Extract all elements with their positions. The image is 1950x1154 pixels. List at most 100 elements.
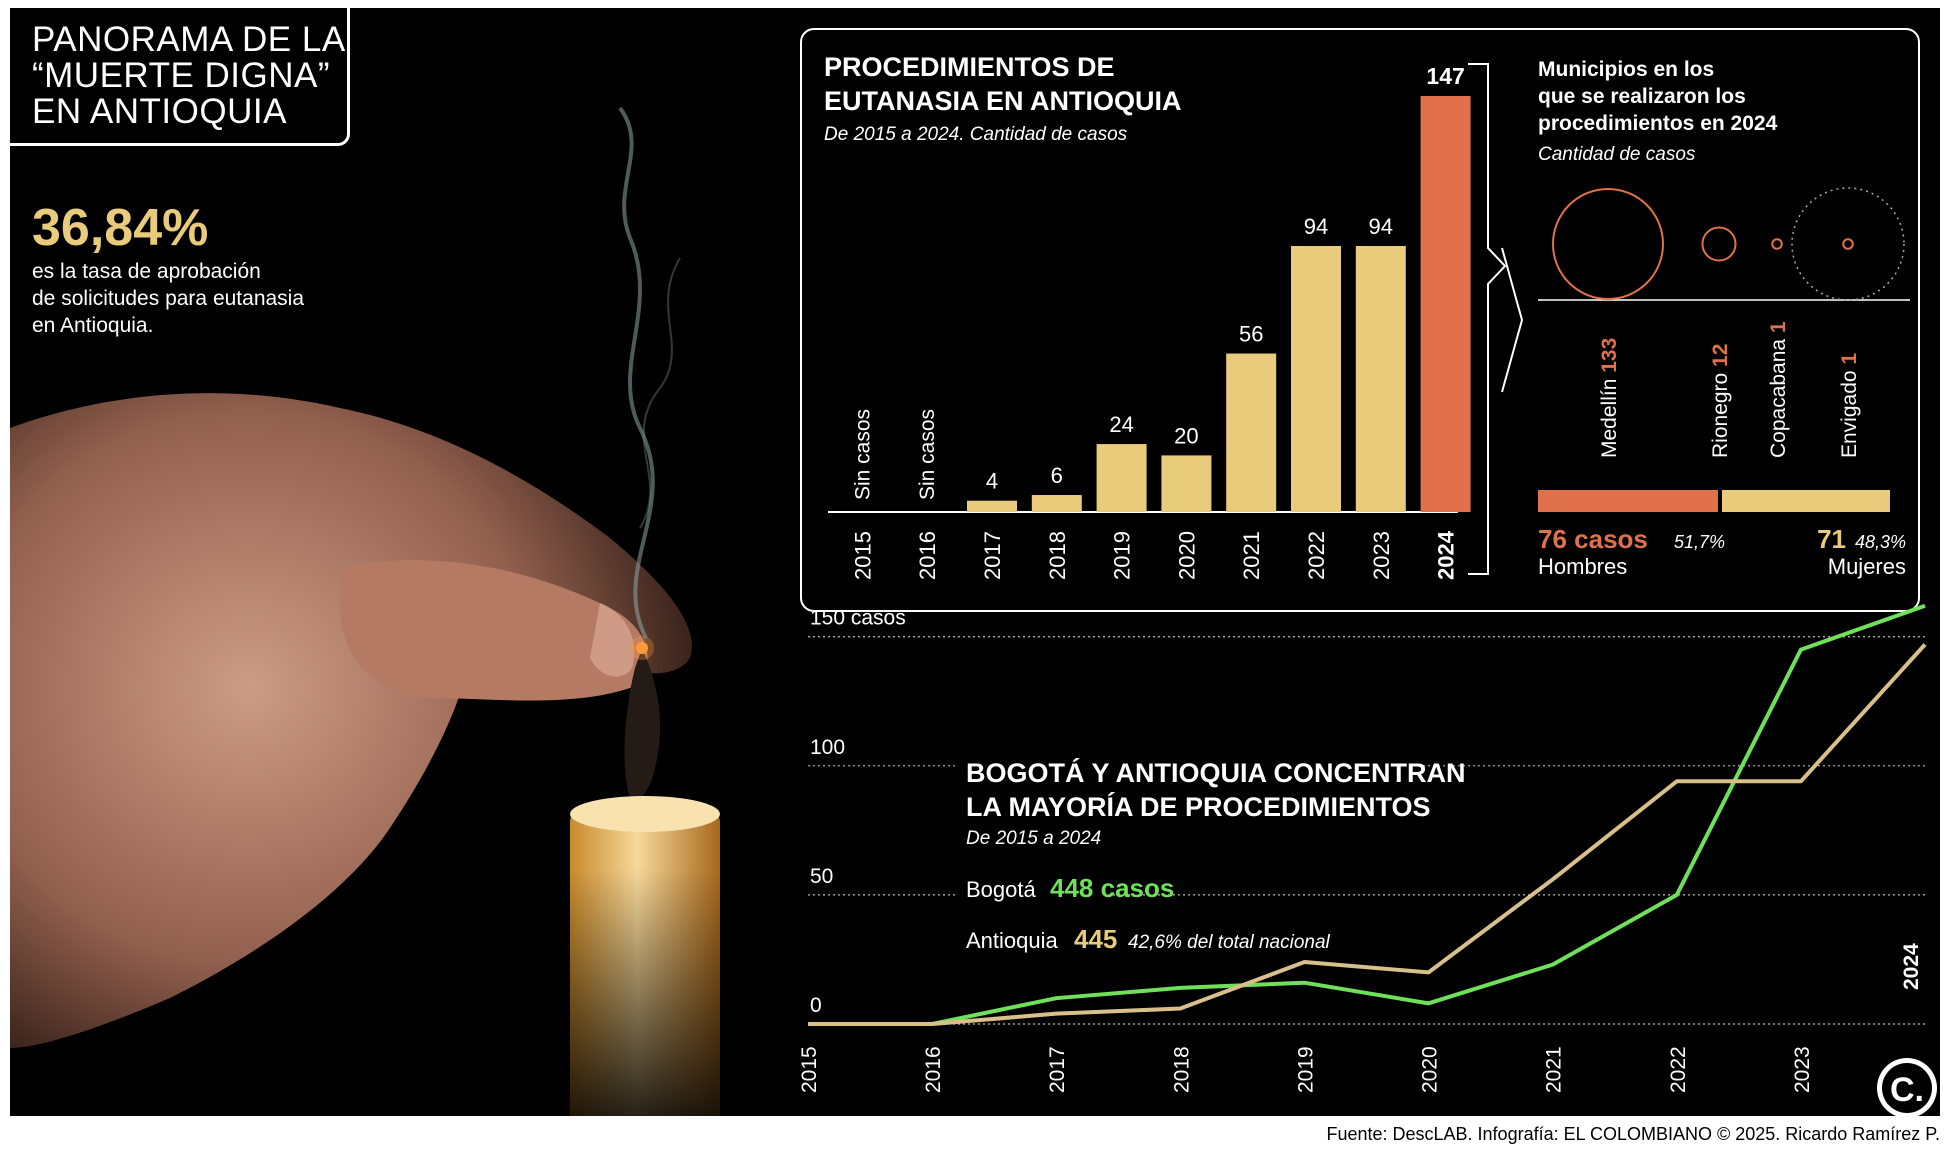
legend-antioquia-note: 42,6% del total nacional [1128, 932, 1331, 953]
el-colombiano-logo: C. [1877, 1058, 1937, 1116]
bar-x-label: 2017 [980, 531, 1005, 580]
municipality-bubble [1842, 238, 1854, 250]
bar-2024 [1420, 96, 1471, 512]
muni-title-line: Municipios en los [1538, 58, 1714, 81]
candle-photo-illustration [10, 106, 720, 1116]
source-credit: Fuente: DescLAB. Infografía: EL COLOMBIA… [1326, 1124, 1940, 1144]
bar-2022 [1291, 245, 1341, 512]
logo-letter: C. [1890, 1071, 1924, 1109]
municipality-label: Rionegro 12 [1709, 344, 1732, 458]
muni-title-line: que se realizaron los [1538, 85, 1746, 108]
line-subtitle: De 2015 a 2024 [966, 828, 1101, 849]
line-x-label: 2015 [798, 1046, 821, 1093]
rate-text-line: de solicitudes para eutanasia [32, 287, 305, 310]
line-x-label: 2023 [1791, 1046, 1814, 1093]
bar-value-label: 94 [1304, 214, 1328, 239]
bar-x-label: 2019 [1110, 531, 1135, 580]
line-chart-x-labels: 2015 2016 2017 2018 2019 2020 2021 2022 2023 2024 [798, 943, 1923, 1093]
bar-value-label: 4 [986, 469, 998, 494]
line-title-line: BOGOTÁ Y ANTIOQUIA CONCENTRAN [966, 757, 1466, 788]
bar-value-label: 56 [1239, 322, 1263, 347]
procedures-frame [800, 28, 1920, 612]
mujeres-percent: 48,3% [1855, 532, 1906, 552]
muni-title-line: procedimientos en 2024 [1538, 112, 1778, 135]
bar-no-cases-label: Sin casos [916, 409, 939, 500]
line-series-bogot [808, 603, 1926, 1026]
bar-2019 [1096, 444, 1147, 512]
line-series-antioquia [808, 643, 1927, 1026]
municipality-bubble [1552, 188, 1664, 300]
legend-antioquia-name: Antioquia [966, 928, 1059, 953]
hombres-segment [1538, 490, 1718, 512]
bar-2017 [967, 500, 1017, 512]
bar-x-label: 2015 [850, 531, 875, 580]
line-x-label: 2021 [1543, 1046, 1566, 1093]
infographic-title: PANORAMA DE LA “MUERTE DIGNA” EN ANTIOQU… [10, 8, 350, 146]
bracket-connector [1468, 63, 1507, 575]
bar-chart-title-line: EUTANASIA EN ANTIOQUIA [824, 86, 1182, 116]
line-y-tick-label: 100 [810, 736, 845, 759]
legend-backdrop [958, 922, 1342, 958]
bogota-antioquia-line-chart: 0 50 100 150 casos 2015 2016 2017 2018 2019 2020… [798, 603, 1927, 1093]
infographic-panel: PANORAMA DE LA “MUERTE DIGNA” EN ANTIOQU… [10, 8, 1940, 1116]
bar-2023 [1355, 245, 1406, 512]
mujeres-label: Mujeres [1828, 554, 1906, 579]
bar-x-label: 2021 [1239, 531, 1264, 580]
line-x-label: 2018 [1170, 1046, 1193, 1093]
bar-chart-subtitle: De 2015 a 2024. Cantidad de casos [824, 124, 1128, 145]
legend-antioquia-value: 445 [1074, 924, 1117, 954]
arrow-connector [1501, 247, 1524, 393]
antioquia-bar-chart: PROCEDIMIENTOS DE EUTANASIA EN ANTIOQUIA… [824, 52, 1524, 580]
line-title-backdrop [958, 748, 1420, 860]
line-y-tick-label: 150 casos [810, 607, 906, 630]
title-line: EN ANTIOQUIA [32, 92, 287, 131]
bar-chart-title-line: PROCEDIMIENTOS DE [824, 52, 1115, 82]
muni-subtitle: Cantidad de casos [1538, 144, 1696, 165]
approval-rate-description: es la tasa de aprobación de solicitudes … [32, 258, 352, 339]
legend-bogota-value: 448 casos [1050, 873, 1174, 903]
bar-x-label: 2023 [1369, 531, 1394, 580]
municipality-bubble [1701, 226, 1737, 262]
municipality-label: Copacabana 1 [1767, 321, 1790, 458]
municipality-label: Medellín 133 [1598, 338, 1621, 458]
bar-x-label: 2024 [1434, 530, 1459, 580]
line-x-label: 2017 [1046, 1046, 1069, 1093]
bar-value-label: 94 [1369, 214, 1393, 239]
bar-x-label: 2022 [1304, 531, 1329, 580]
bar-value-label: 6 [1051, 463, 1063, 488]
approval-rate-value: 36,84% [32, 199, 209, 257]
bar-2018 [1031, 495, 1082, 512]
line-x-label: 2022 [1667, 1046, 1690, 1093]
municipality-bubble [1771, 238, 1783, 250]
line-series [808, 603, 1927, 1026]
bar-no-cases-label: Sin casos [851, 409, 874, 500]
hombres-label: Hombres [1538, 554, 1627, 579]
bar-value-label: 24 [1109, 412, 1133, 437]
bar-x-label: 2016 [915, 531, 940, 580]
rate-text-line: es la tasa de aprobación [32, 260, 261, 283]
line-x-label: 2020 [1419, 1046, 1442, 1093]
title-line: PANORAMA DE LA [32, 20, 346, 59]
bar-series: Sin casos 2015 Sin casos 2016 4 2017 6 2018 24 20… [850, 63, 1471, 580]
line-title-line: LA MAYORÍA DE PROCEDIMIENTOS [966, 791, 1431, 822]
municipality-label: Envigado 1 [1838, 353, 1861, 458]
line-x-label: 2019 [1294, 1046, 1317, 1093]
bar-x-label: 2020 [1174, 531, 1199, 580]
line-y-tick-label: 50 [810, 865, 833, 888]
hombres-percent: 51,7% [1674, 532, 1725, 552]
line-x-label: 2016 [922, 1046, 945, 1093]
title-line: “MUERTE DIGNA” [32, 56, 331, 95]
bar-2021 [1226, 353, 1277, 512]
charts-layer: PROCEDIMIENTOS DE EUTANASIA EN ANTIOQUIA… [798, 52, 1937, 1116]
line-y-tick-label: 0 [810, 994, 822, 1017]
line-x-label: 2024 [1900, 943, 1923, 990]
legend-backdrop [958, 868, 1108, 908]
envigado-reference-ring [1791, 187, 1905, 301]
mujeres-value: 71 [1817, 524, 1846, 554]
municipality-items: Medellín 133 Rionegro 12 Copacabana 1 Envig… [1552, 187, 1905, 458]
bar-2020 [1161, 455, 1212, 512]
rate-text-line: en Antioquia. [32, 314, 154, 337]
bar-value-label: 20 [1174, 423, 1198, 448]
gender-split-chart: 76 casos 51,7% Hombres 71 48,3% Mujeres [1538, 490, 1906, 579]
bar-x-label: 2018 [1045, 531, 1070, 580]
